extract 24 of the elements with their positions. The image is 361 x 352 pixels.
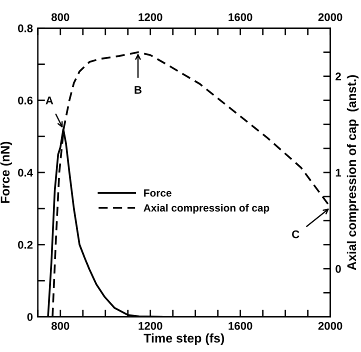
x2-tick-label: 2000 <box>318 13 342 22</box>
x-tick-label: 2000 <box>318 322 342 330</box>
legend-label: Force <box>144 189 172 197</box>
y-tick-label: 0.4 <box>18 168 33 177</box>
x2-tick-label: 1200 <box>138 13 162 22</box>
y-tick-label: 0.8 <box>18 24 33 32</box>
y2-tick-label: 2 <box>336 72 341 80</box>
x-tick-label: 1600 <box>228 322 252 330</box>
y-tick-label: 0.2 <box>18 240 33 249</box>
x-tick-label: 800 <box>51 322 70 330</box>
y-tick-label: 0 <box>27 313 33 321</box>
y2-tick-label: 1 <box>336 168 342 177</box>
annotation: A <box>46 96 54 104</box>
x2-tick-label: 800 <box>51 13 70 22</box>
annotation: B <box>134 86 142 94</box>
y2-tick-label: 0 <box>336 264 341 273</box>
x2-tick-label: 1600 <box>228 13 252 22</box>
annotation: C <box>292 230 300 238</box>
legend-label: Axial compression of cap <box>144 204 270 214</box>
y-axis-title: Force (nN) <box>0 142 12 203</box>
x-axis-title: Time step (fs) <box>144 333 224 346</box>
x-tick-label: 1200 <box>138 322 162 330</box>
y2-axis-title: Axial compression of cap (anst.) <box>346 75 359 270</box>
y-tick-label: 0.6 <box>18 96 33 104</box>
